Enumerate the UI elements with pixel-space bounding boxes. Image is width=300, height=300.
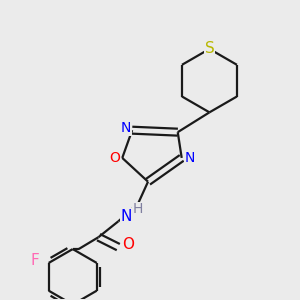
Text: O: O — [122, 237, 134, 252]
Text: H: H — [133, 202, 143, 216]
Text: S: S — [205, 41, 214, 56]
Text: N: N — [121, 121, 131, 135]
Text: N: N — [184, 151, 195, 165]
Text: F: F — [31, 254, 39, 268]
Text: N: N — [121, 209, 132, 224]
Text: O: O — [109, 151, 120, 165]
